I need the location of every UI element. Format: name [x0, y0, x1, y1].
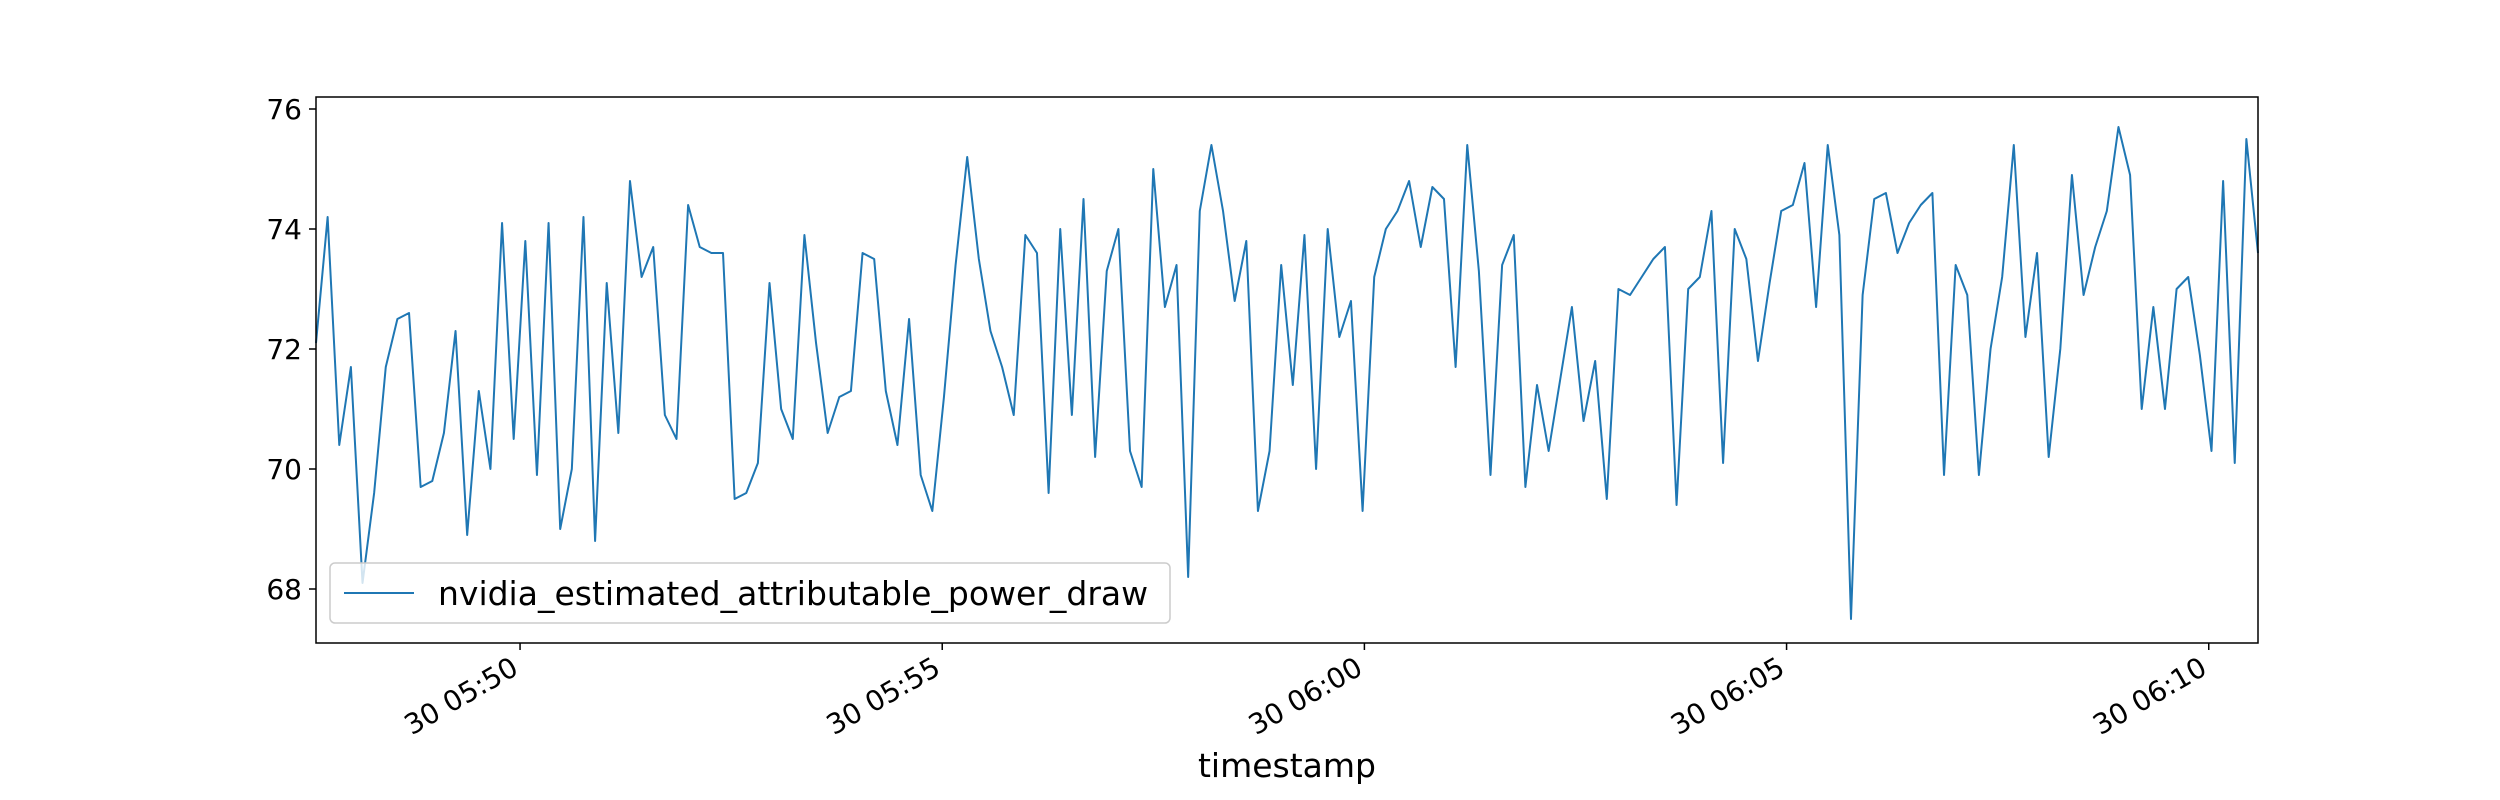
legend-box	[329, 562, 1171, 624]
y-tick-label: 68	[266, 573, 302, 606]
x-axis-title: timestamp	[1198, 746, 1376, 785]
y-tick-label: 70	[266, 453, 302, 486]
series-line	[315, 126, 2259, 620]
legend-label: nvidia_estimated_attributable_power_draw	[438, 574, 1148, 613]
y-tick-label: 76	[266, 93, 302, 126]
y-tick-label: 72	[266, 333, 302, 366]
y-tick-label: 74	[266, 213, 302, 246]
plot-area	[315, 126, 2259, 620]
legend: nvidia_estimated_attributable_power_draw	[329, 562, 1171, 624]
plot-frame	[315, 96, 2259, 644]
